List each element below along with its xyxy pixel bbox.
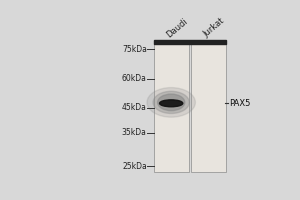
Text: 45kDa: 45kDa	[122, 103, 147, 112]
Ellipse shape	[147, 88, 195, 117]
Bar	[191, 42, 226, 172]
Ellipse shape	[153, 91, 189, 113]
Text: PAX5: PAX5	[229, 99, 250, 108]
Bar	[154, 42, 189, 172]
Text: Daudi: Daudi	[164, 17, 189, 39]
Ellipse shape	[160, 100, 183, 107]
Text: 75kDa: 75kDa	[122, 45, 147, 54]
Bar	[154, 40, 226, 44]
Text: 35kDa: 35kDa	[122, 128, 147, 137]
Text: Jurkat: Jurkat	[201, 17, 226, 39]
Ellipse shape	[158, 94, 185, 111]
Text: 25kDa: 25kDa	[122, 162, 147, 171]
Text: 60kDa: 60kDa	[122, 74, 147, 83]
